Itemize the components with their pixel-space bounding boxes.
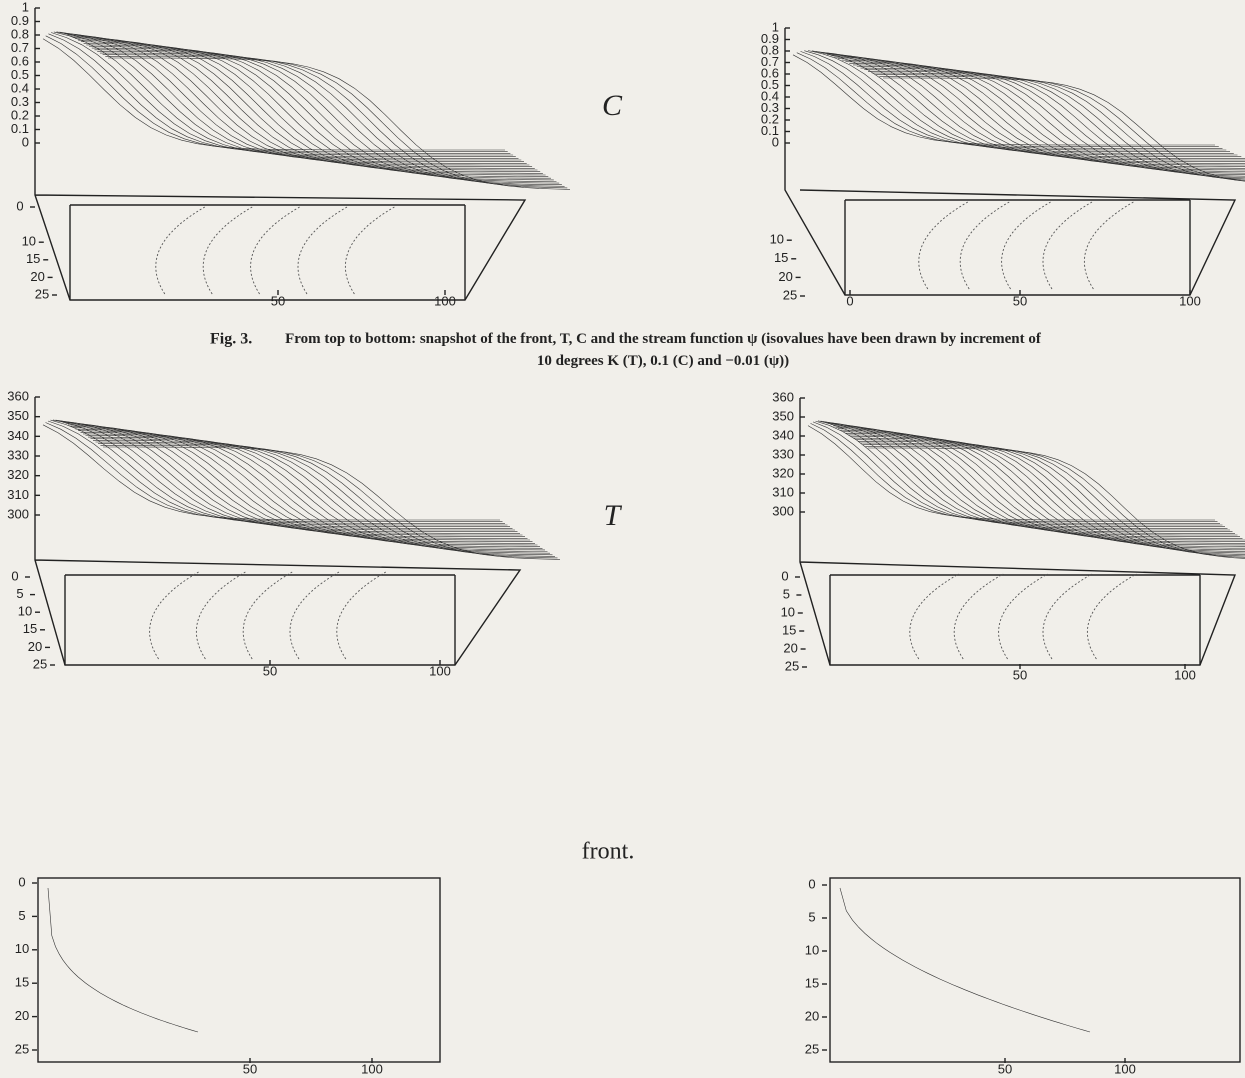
row-label: front. xyxy=(582,839,635,865)
z-tick-label: 320 xyxy=(7,467,29,482)
y-tick-label: 25 xyxy=(805,1041,819,1056)
x-tick-label: 100 xyxy=(1114,1061,1136,1076)
caption: From top to bottom: snapshot of the fron… xyxy=(278,328,1048,372)
x-tick-label: 50 xyxy=(263,663,277,678)
x-tick-label: 100 xyxy=(1174,667,1196,682)
y-tick-label: 5 xyxy=(808,909,815,924)
z-tick-label: 0.1 xyxy=(11,121,29,136)
y-tick-label: 25 xyxy=(33,656,47,671)
x-tick-label: 100 xyxy=(361,1061,383,1076)
y-tick-label: 0 xyxy=(16,198,23,213)
y-tick-label: 20 xyxy=(15,1008,29,1023)
z-tick-label: 0 xyxy=(22,134,29,149)
y-tick-label: 20 xyxy=(805,1008,819,1023)
z-tick-label: 300 xyxy=(772,503,794,518)
z-tick-label: 1 xyxy=(772,19,779,34)
y-tick-label: 5 xyxy=(18,908,25,923)
y-tick-label: 0 xyxy=(781,568,788,583)
z-tick-label: 0.6 xyxy=(11,53,29,68)
y-tick-label: 15 xyxy=(15,975,29,990)
caption-label: Fig. 3. xyxy=(210,331,252,348)
z-tick-label: 0.8 xyxy=(11,26,29,41)
z-tick-label: 1 xyxy=(22,0,29,14)
z-tick-label: 0.5 xyxy=(11,67,29,82)
z-tick-label: 350 xyxy=(772,408,794,423)
x-tick-label: 100 xyxy=(429,663,451,678)
z-tick-label: 0.2 xyxy=(11,107,29,122)
y-tick-label: 5 xyxy=(16,586,23,601)
x-tick-label: 50 xyxy=(998,1061,1012,1076)
x-tick-label: 50 xyxy=(271,293,285,308)
z-tick-label: 0.7 xyxy=(11,40,29,55)
z-tick-label: 360 xyxy=(7,388,29,403)
y-tick-label: 15 xyxy=(26,251,40,266)
y-tick-label: 10 xyxy=(781,604,795,619)
x-tick-label: 100 xyxy=(1179,293,1201,308)
y-tick-label: 25 xyxy=(783,287,797,302)
z-tick-label: 330 xyxy=(772,446,794,461)
z-tick-label: 340 xyxy=(772,427,794,442)
y-tick-label: 25 xyxy=(15,1041,29,1056)
y-tick-label: 20 xyxy=(30,269,44,284)
y-tick-label: 15 xyxy=(23,621,37,636)
z-tick-label: 310 xyxy=(7,487,29,502)
z-tick-label: 350 xyxy=(7,408,29,423)
y-tick-label: 10 xyxy=(770,232,784,247)
y-tick-label: 10 xyxy=(15,941,29,956)
y-tick-label: 20 xyxy=(28,639,42,654)
z-tick-label: 320 xyxy=(772,465,794,480)
x-tick-label: 50 xyxy=(1013,293,1027,308)
y-tick-label: 0 xyxy=(11,568,18,583)
row-label: C xyxy=(602,89,623,122)
y-tick-label: 20 xyxy=(778,269,792,284)
z-tick-label: 360 xyxy=(772,389,794,404)
z-tick-label: 340 xyxy=(7,428,29,443)
y-tick-label: 15 xyxy=(805,975,819,990)
y-tick-label: 25 xyxy=(35,286,49,301)
z-tick-label: 330 xyxy=(7,447,29,462)
y-tick-label: 0 xyxy=(18,874,25,889)
y-tick-label: 10 xyxy=(805,942,819,957)
z-tick-label: 0.3 xyxy=(11,94,29,109)
y-tick-label: 15 xyxy=(782,622,796,637)
row-label: T xyxy=(604,499,623,532)
y-tick-label: 5 xyxy=(783,586,790,601)
x-tick-label: 100 xyxy=(434,293,456,308)
caption-box: From top to bottom: snapshot of the fron… xyxy=(278,328,1048,378)
z-tick-label: 0.9 xyxy=(11,13,29,28)
y-tick-label: 0 xyxy=(808,876,815,891)
z-tick-label: 0.4 xyxy=(11,80,29,95)
y-tick-label: 10 xyxy=(18,604,32,619)
y-tick-label: 20 xyxy=(783,640,797,655)
z-tick-label: 310 xyxy=(772,484,794,499)
y-tick-label: 15 xyxy=(774,250,788,265)
paper-background xyxy=(0,0,1245,1078)
y-tick-label: 10 xyxy=(22,234,36,249)
page: C T front. Fig. 3. From top to bottom: s… xyxy=(0,0,1245,1078)
x-tick-label: 0 xyxy=(846,293,853,308)
z-tick-label: 300 xyxy=(7,506,29,521)
x-tick-label: 50 xyxy=(243,1061,257,1076)
y-tick-label: 25 xyxy=(785,658,799,673)
x-tick-label: 50 xyxy=(1013,667,1027,682)
